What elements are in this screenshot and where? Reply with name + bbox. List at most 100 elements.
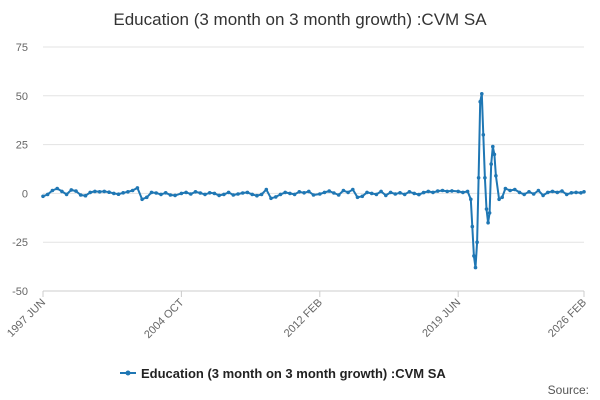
data-point: [546, 190, 550, 195]
data-point: [226, 190, 231, 195]
data-point: [203, 192, 207, 197]
data-point: [351, 187, 355, 192]
data-point: [478, 99, 483, 104]
data-point: [473, 265, 478, 270]
data-point: [508, 188, 512, 193]
grid-lines: [43, 46, 584, 292]
data-point: [476, 176, 481, 180]
data-point: [384, 193, 388, 198]
y-axis: 75 50 25 0 -25 -50: [12, 42, 28, 298]
data-point: [379, 189, 383, 194]
data-point: [426, 189, 431, 194]
data-point: [536, 188, 541, 193]
data-point: [149, 190, 154, 195]
data-point: [41, 194, 45, 199]
legend-label: Education (3 month on 3 month growth) :C…: [141, 366, 446, 381]
data-point: [388, 190, 393, 195]
data-point: [292, 192, 297, 197]
data-point: [582, 190, 586, 194]
y-tick-label: -50: [12, 286, 28, 298]
legend-swatch-marker: [125, 370, 131, 376]
data-point: [465, 189, 470, 194]
data-point: [297, 190, 302, 194]
data-point: [231, 193, 236, 197]
data-point: [102, 189, 107, 194]
data-point: [492, 152, 497, 157]
y-tick-label: 50: [16, 91, 28, 103]
data-point: [481, 133, 486, 137]
series-line: [42, 92, 585, 269]
data-point: [207, 191, 212, 195]
data-point: [55, 186, 59, 191]
data-point: [417, 192, 421, 197]
data-point: [140, 197, 144, 202]
data-point: [475, 240, 479, 244]
data-point: [560, 189, 564, 193]
data-point: [450, 189, 454, 193]
data-point: [130, 188, 135, 193]
data-point: [398, 191, 402, 195]
y-tick-label: 25: [16, 140, 28, 152]
data-point: [355, 195, 360, 200]
data-point: [402, 192, 407, 197]
data-point: [487, 211, 492, 215]
data-point: [407, 190, 412, 194]
data-point: [346, 190, 350, 195]
data-point: [322, 190, 327, 195]
chart-title: Education (3 month on 3 month growth) :C…: [113, 10, 487, 29]
data-point: [245, 190, 250, 195]
data-point: [259, 192, 264, 197]
source-label: Source:: [548, 383, 589, 397]
data-point: [121, 191, 125, 195]
data-point: [126, 190, 130, 194]
data-point: [112, 191, 116, 196]
data-point: [327, 189, 332, 193]
data-point: [250, 192, 254, 197]
data-point: [45, 192, 50, 197]
data-point: [64, 192, 69, 197]
data-point: [494, 174, 498, 178]
data-point: [483, 176, 487, 180]
data-point: [579, 191, 583, 195]
data-point: [336, 193, 341, 197]
data-point: [60, 189, 64, 194]
data-point: [472, 254, 476, 258]
x-tick-label: 1997 JUN: [5, 297, 48, 340]
data-point: [145, 195, 149, 200]
data-point: [88, 190, 92, 195]
data-point: [78, 193, 83, 197]
data-point: [435, 189, 440, 193]
data-point: [365, 190, 369, 195]
data-point: [135, 186, 140, 190]
data-point: [469, 197, 473, 202]
data-point: [431, 190, 435, 195]
x-tick-label: 2004 OCT: [142, 296, 187, 341]
y-tick-label: 75: [16, 42, 28, 54]
data-point: [369, 191, 374, 196]
data-point: [189, 192, 193, 196]
data-point: [269, 196, 273, 201]
data-point: [421, 190, 426, 195]
data-point: [513, 187, 517, 192]
data-point: [480, 92, 484, 96]
data-point: [184, 190, 188, 195]
data-point: [461, 190, 465, 195]
data-point: [497, 197, 501, 202]
data-point: [212, 191, 217, 196]
data-point: [541, 193, 545, 198]
data-point: [240, 191, 245, 195]
data-point: [116, 192, 121, 196]
x-tick-label: 2019 JUN: [420, 297, 463, 340]
x-tick-label: 2012 FEB: [282, 297, 325, 340]
data-point: [69, 188, 74, 192]
data-point: [274, 195, 278, 199]
data-point: [255, 193, 259, 198]
data-point: [74, 189, 78, 193]
data-point: [569, 191, 574, 195]
data-point: [550, 189, 555, 194]
data-point: [173, 193, 177, 198]
data-point: [311, 193, 316, 197]
data-point: [264, 187, 269, 192]
legend[interactable]: Education (3 month on 3 month growth) :C…: [120, 366, 446, 381]
data-point: [517, 190, 522, 195]
